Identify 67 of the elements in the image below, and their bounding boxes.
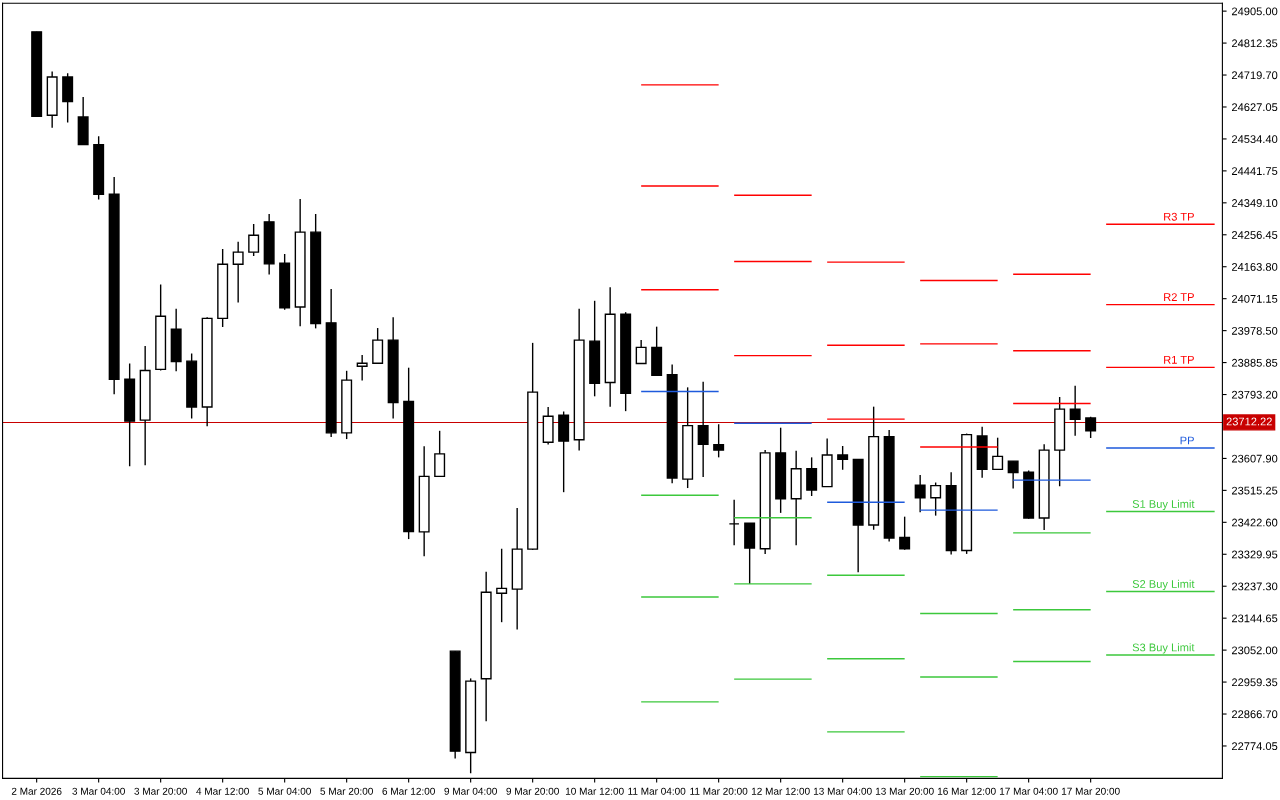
x-tick-label: 13 Mar 04:00 [813, 787, 872, 795]
x-tick-label: 9 Mar 04:00 [444, 787, 497, 795]
y-tick-label: 23515.25 [1231, 486, 1278, 495]
candlestick [1007, 460, 1019, 490]
y-tick-label: 23052.00 [1231, 646, 1278, 655]
x-tick-label: 5 Mar 20:00 [320, 787, 373, 795]
candlestick [914, 474, 926, 513]
candlestick [713, 423, 725, 459]
series-label: S3 Buy Limit [1132, 643, 1195, 654]
x-tick-label: 3 Mar 04:00 [72, 787, 125, 795]
candlestick [806, 456, 818, 497]
candlestick [356, 354, 368, 382]
candlestick [930, 481, 942, 517]
x-tick-label: 4 Mar 12:00 [196, 787, 249, 795]
y-tick-label: 24719.70 [1231, 71, 1278, 80]
candlestick [899, 515, 911, 551]
series-label: R3 TP [1164, 212, 1194, 221]
y-tick-label: 23885.85 [1231, 358, 1278, 367]
candlestick [434, 430, 446, 478]
candlestick [372, 327, 384, 364]
y-tick-label: 24071.15 [1231, 294, 1278, 303]
y-tick-label: 23978.50 [1231, 326, 1278, 335]
ref-line-label: 23712.22 [1226, 417, 1272, 426]
candlestick [232, 241, 244, 304]
y-tick-label: 24905.00 [1231, 7, 1278, 16]
y-tick-label: 24349.10 [1231, 199, 1278, 207]
candlestick [992, 437, 1004, 471]
x-tick-label: 5 Mar 04:00 [258, 787, 311, 795]
y-tick-label: 22959.35 [1231, 678, 1278, 687]
series-label: R2 TP [1164, 293, 1194, 301]
y-tick-label: 23237.30 [1231, 582, 1278, 591]
y-tick-label: 23793.20 [1231, 390, 1278, 399]
x-tick-label: 3 Mar 20:00 [134, 787, 187, 795]
series-label: S1 Buy Limit [1132, 499, 1195, 511]
x-tick-label: 13 Mar 20:00 [875, 787, 934, 795]
candlestick [728, 499, 740, 546]
y-tick-label: 24812.35 [1231, 39, 1278, 48]
y-tick-label: 23422.60 [1231, 518, 1278, 527]
x-tick-label: 6 Mar 12:00 [382, 787, 435, 795]
y-tick-label: 24256.45 [1231, 231, 1278, 239]
candlestick [248, 223, 260, 257]
x-tick-label: 17 Mar 20:00 [1061, 787, 1120, 795]
candlestick [697, 381, 709, 478]
x-tick-label: 11 Mar 20:00 [690, 787, 748, 795]
candlestick [635, 339, 647, 365]
series-label: PP [1180, 436, 1194, 445]
x-tick-label: 9 Mar 20:00 [506, 787, 559, 795]
candlestick [837, 445, 849, 471]
y-tick-label: 22866.70 [1231, 710, 1278, 719]
y-tick-label: 23329.95 [1231, 550, 1278, 559]
x-tick-label: 2 Mar 2026 [11, 787, 62, 795]
y-tick-label: 24163.80 [1231, 262, 1278, 271]
x-tick-label: 16 Mar 12:00 [937, 787, 996, 795]
candlestick [1069, 384, 1081, 437]
y-tick-label: 22774.05 [1231, 742, 1278, 751]
y-tick-label: 24627.05 [1231, 103, 1278, 112]
y-tick-label: 24534.40 [1231, 135, 1278, 144]
x-tick-label: 17 Mar 04:00 [999, 787, 1058, 795]
x-tick-label: 12 Mar 12:00 [751, 787, 810, 795]
y-tick-label: 24441.75 [1231, 167, 1278, 176]
y-tick-label: 23144.65 [1231, 614, 1278, 623]
x-tick-label: 10 Mar 12:00 [565, 787, 624, 795]
x-tick-label: 11 Mar 04:00 [628, 787, 686, 795]
y-tick-label: 23607.90 [1231, 454, 1278, 463]
candlestick [496, 548, 508, 623]
series-label: S2 Buy Limit [1132, 579, 1195, 591]
series-label: R1 TP [1164, 356, 1194, 364]
